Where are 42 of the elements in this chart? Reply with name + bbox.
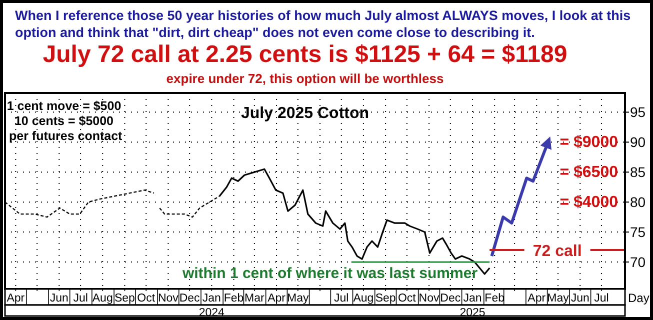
annotation: 10 cents = $5000 (14, 114, 114, 128)
x-tick-label: May (287, 292, 310, 304)
x-tick-label: Jun (50, 292, 68, 304)
x-tick-label: Apr (268, 292, 286, 304)
y-tick-label: 90 (630, 134, 646, 150)
x-tick-label: Jul (334, 292, 349, 304)
y-tick-label: 85 (630, 164, 646, 180)
annotation: = $6500 (560, 164, 618, 181)
x-tick-label: Dec (179, 292, 200, 304)
annotation: = $9000 (560, 134, 618, 151)
annotation: within 1 cent of where it was last summer (181, 265, 478, 282)
x-tick-label: Feb (484, 292, 504, 304)
x-tick-label: Oct (137, 292, 156, 304)
text: When I reference those 50 year histories of how much July almost ALWAYS moves, I look at this option and think that "dirt, dirt cheap" does not even come close to describing it. (15, 8, 631, 40)
text: July 2025 Cotton (240, 105, 370, 122)
x-tick-label: Feb (224, 292, 244, 304)
annotation: per futures contact (9, 129, 124, 143)
x-tick-label: Mar (244, 292, 264, 304)
x-tick-label: Jun (570, 292, 590, 304)
x-tick-label: Sep (375, 292, 396, 304)
y-tick-label: 70 (630, 254, 646, 270)
series-label: 72 call (532, 243, 582, 260)
y-tick-label: 80 (630, 194, 646, 210)
x-tick-label: Aug (353, 292, 374, 304)
annotation: = $4000 (560, 194, 618, 211)
x-tick-label: Apr (6, 292, 25, 304)
x-tick-label: Nov (158, 292, 179, 304)
text: expire under 72, this option will be worthless (166, 71, 444, 86)
x-tick-label: Dec (440, 292, 461, 304)
x-axis-title: Day (628, 291, 650, 305)
text: July 72 call at 2.25 cents is $1125 + 64 = $1189 (42, 41, 568, 68)
x-tick-label: Sep (114, 292, 135, 304)
x-tick-label: Apr (528, 292, 546, 304)
x-tick-label: May (547, 292, 570, 304)
x-tick-label: Jul (594, 292, 609, 304)
x-tick-label: Nov (418, 292, 440, 304)
x-tick-label: Jul (73, 292, 88, 304)
y-tick-label: 75 (630, 224, 646, 240)
y-tick-label: 95 (630, 104, 646, 120)
x-tick-label: Oct (398, 292, 417, 304)
x-tick-label: Aug (92, 292, 113, 304)
annotation: 1 cent move = $500 (6, 99, 122, 113)
